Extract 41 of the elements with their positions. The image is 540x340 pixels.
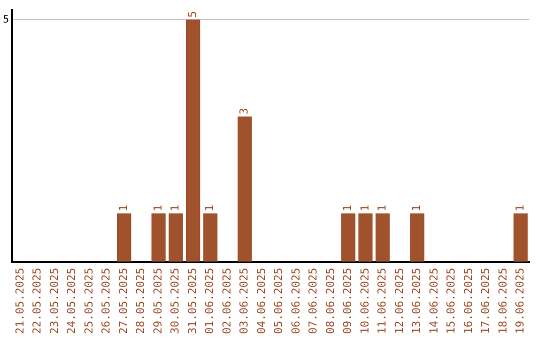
x-tick-label: 16.06.2025 <box>462 268 475 334</box>
x-tick-label: 06.06.2025 <box>289 268 302 334</box>
data-label: 1 <box>151 204 164 212</box>
x-tick-label: 04.06.2025 <box>254 268 268 334</box>
x-tick-label: 30.05.2025 <box>168 268 182 334</box>
x-tick-label: 12.06.2025 <box>392 268 406 334</box>
x-tick-label: 08.06.2025 <box>324 268 337 334</box>
x-tick-label: 01.06.2025 <box>203 268 216 334</box>
x-tick-label: 25.05.2025 <box>82 268 96 334</box>
data-label: 3 <box>238 108 251 115</box>
x-tick-label: 15.06.2025 <box>444 268 458 334</box>
x-tick-label: 05.06.2025 <box>272 268 286 334</box>
x-tick-label: 13.06.2025 <box>410 268 424 334</box>
data-label: 1 <box>341 204 354 212</box>
x-tick-label: 14.06.2025 <box>427 268 440 334</box>
data-label: 1 <box>358 204 372 212</box>
x-tick-label: 22.05.2025 <box>30 268 44 334</box>
data-label: 1 <box>168 204 182 212</box>
x-tick-label: 29.05.2025 <box>151 268 164 334</box>
x-tick-label: 31.05.2025 <box>186 268 199 334</box>
x-tick-label: 09.06.2025 <box>341 268 354 334</box>
data-label: 1 <box>116 204 130 212</box>
x-tick-label: 11.06.2025 <box>376 268 389 334</box>
x-tick-label: 03.06.2025 <box>238 268 251 334</box>
x-tick-label: 02.06.2025 <box>220 268 234 334</box>
x-tick-label: 10.06.2025 <box>358 268 372 334</box>
data-label: 1 <box>513 204 526 212</box>
x-tick-label: 28.05.2025 <box>134 268 148 334</box>
x-tick-label: 26.05.2025 <box>100 268 113 334</box>
x-tick-label: 27.05.2025 <box>116 268 130 334</box>
data-label: 1 <box>410 204 424 212</box>
x-tick-label: 19.06.2025 <box>513 268 526 334</box>
data-label: 5 <box>186 11 199 18</box>
x-tick-label: 18.06.2025 <box>496 268 510 334</box>
data-label: 1 <box>203 204 216 212</box>
x-tick-label: 23.05.2025 <box>48 268 61 334</box>
x-tick-label: 17.06.2025 <box>479 268 492 334</box>
x-tick-label: 07.06.2025 <box>306 268 320 334</box>
x-tick-label: 24.05.2025 <box>65 268 78 334</box>
data-label: 1 <box>376 204 389 212</box>
x-tick-label: 21.05.2025 <box>14 268 26 334</box>
